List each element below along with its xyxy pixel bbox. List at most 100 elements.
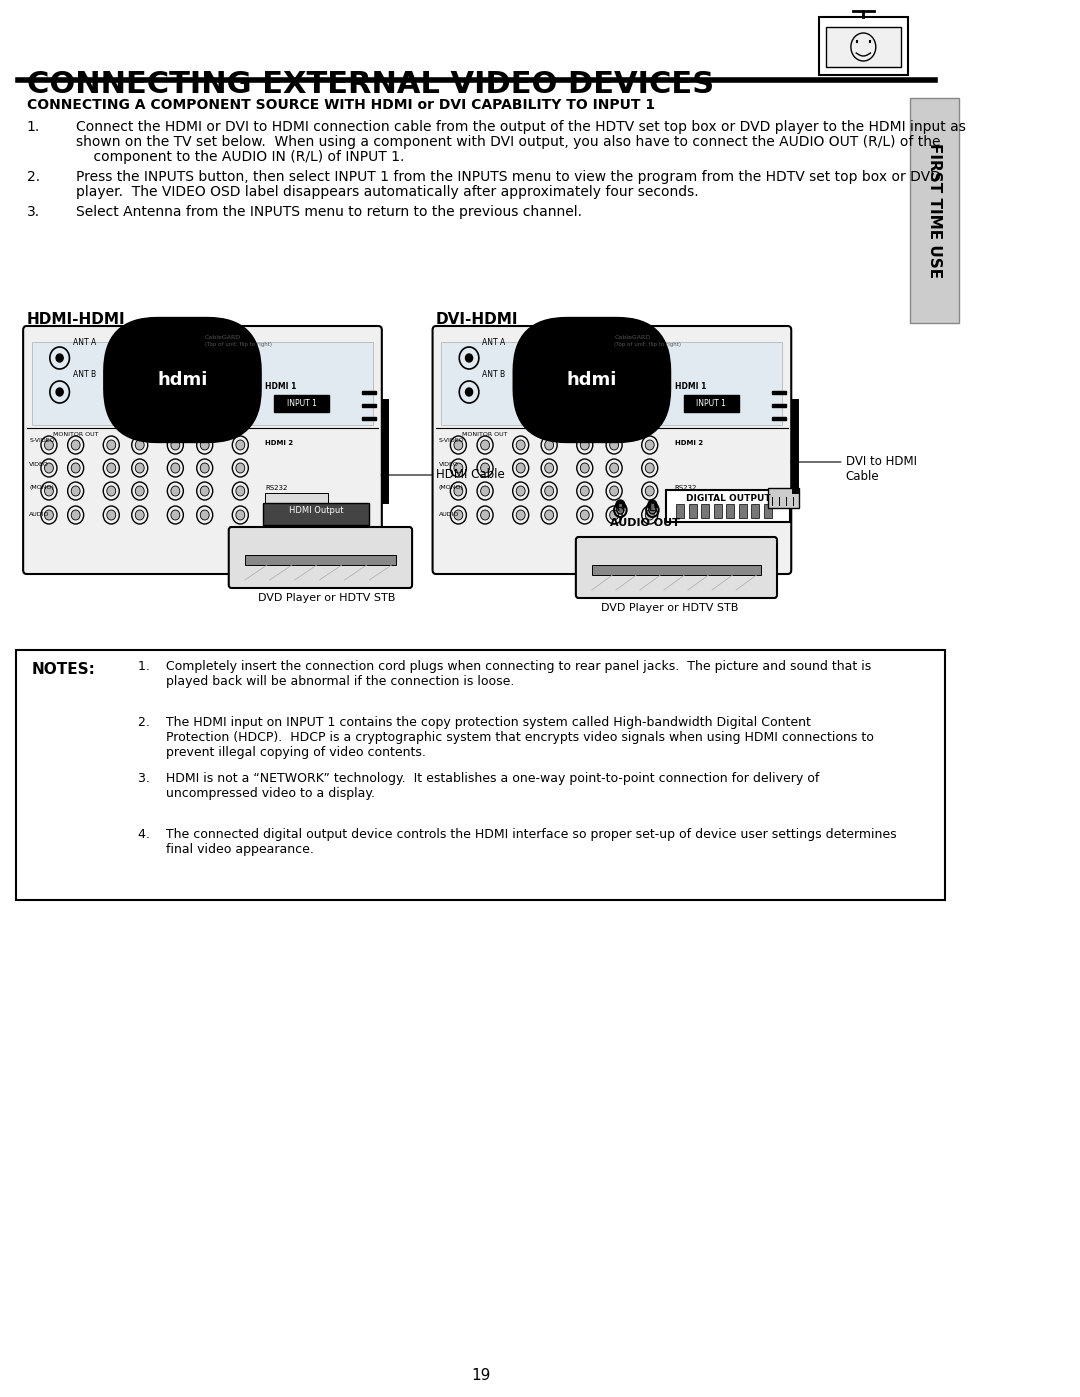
- Circle shape: [44, 440, 53, 450]
- Circle shape: [580, 510, 590, 520]
- Text: L: L: [649, 503, 656, 513]
- Text: HDMI 1: HDMI 1: [266, 381, 297, 391]
- Bar: [16, 650, 945, 900]
- Bar: [764, 504, 772, 518]
- Bar: [714, 504, 721, 518]
- Circle shape: [616, 500, 625, 510]
- Circle shape: [235, 440, 245, 450]
- Bar: [592, 564, 761, 576]
- Circle shape: [516, 462, 525, 474]
- Bar: [442, 342, 782, 425]
- Circle shape: [135, 510, 145, 520]
- Circle shape: [44, 486, 53, 496]
- Bar: [675, 493, 737, 515]
- Text: 4.    The connected digital output device controls the HDMI interface so proper : 4. The connected digital output device c…: [138, 828, 896, 841]
- Text: Connect the HDMI or DVI to HDMI connection cable from the output of the HDTV set: Connect the HDMI or DVI to HDMI connecti…: [76, 120, 966, 134]
- Text: HDMI 2: HDMI 2: [675, 440, 703, 446]
- FancyBboxPatch shape: [229, 527, 413, 588]
- Text: CableGARD: CableGARD: [205, 335, 241, 339]
- Bar: [266, 493, 327, 515]
- Text: DVI-HDMI: DVI-HDMI: [436, 312, 518, 327]
- Circle shape: [544, 462, 554, 474]
- Circle shape: [171, 440, 179, 450]
- Circle shape: [200, 510, 210, 520]
- Text: ANT B: ANT B: [483, 370, 505, 379]
- Circle shape: [649, 506, 656, 514]
- Text: shown on the TV set below.  When using a component with DVI output, you also hav: shown on the TV set below. When using a …: [76, 136, 941, 149]
- Circle shape: [171, 462, 179, 474]
- Circle shape: [481, 486, 489, 496]
- Text: HDMI Cable: HDMI Cable: [436, 468, 504, 481]
- Bar: [752, 504, 759, 518]
- Circle shape: [71, 440, 80, 450]
- Circle shape: [56, 353, 64, 362]
- Circle shape: [481, 510, 489, 520]
- Circle shape: [171, 486, 179, 496]
- Bar: [772, 404, 786, 407]
- Text: INPUT 4: INPUT 4: [537, 432, 562, 437]
- Text: AUDIO: AUDIO: [29, 511, 50, 517]
- Text: VIDEO: VIDEO: [29, 462, 50, 467]
- Bar: [684, 395, 739, 412]
- Text: Protection (HDCP).  HDCP is a cryptographic system that encrypts video signals w: Protection (HDCP). HDCP is a cryptograph…: [138, 731, 874, 745]
- Bar: [362, 391, 377, 394]
- Text: 1.    Completely insert the connection cord plugs when connecting to rear panel : 1. Completely insert the connection cord…: [138, 659, 872, 673]
- Circle shape: [135, 486, 145, 496]
- Circle shape: [71, 510, 80, 520]
- Circle shape: [610, 486, 619, 496]
- Circle shape: [200, 462, 210, 474]
- Bar: [772, 416, 786, 420]
- Text: MONITOR OUT: MONITOR OUT: [53, 432, 98, 437]
- Text: ANT A: ANT A: [483, 338, 505, 346]
- Text: HDMI 1: HDMI 1: [675, 381, 706, 391]
- Text: final video appearance.: final video appearance.: [138, 842, 314, 856]
- Circle shape: [56, 388, 64, 395]
- Circle shape: [617, 506, 624, 514]
- Bar: [772, 391, 786, 394]
- Text: (Top of unit: flip to right): (Top of unit: flip to right): [205, 342, 272, 346]
- Bar: [739, 504, 746, 518]
- Circle shape: [454, 486, 463, 496]
- Text: S-VIDEO: S-VIDEO: [29, 439, 55, 443]
- Text: INPUT 1: INPUT 1: [287, 398, 316, 408]
- Text: player.  The VIDEO OSD label disappears automatically after approximately four s: player. The VIDEO OSD label disappears a…: [76, 184, 699, 198]
- Bar: [665, 490, 791, 522]
- Circle shape: [610, 440, 619, 450]
- Text: INPUT 3: INPUT 3: [191, 432, 216, 437]
- Text: component to the AUDIO IN (R/L) of INPUT 1.: component to the AUDIO IN (R/L) of INPUT…: [76, 149, 404, 163]
- FancyBboxPatch shape: [23, 326, 382, 574]
- Circle shape: [645, 440, 654, 450]
- Circle shape: [235, 510, 245, 520]
- Circle shape: [235, 462, 245, 474]
- Text: played back will be abnormal if the connection is loose.: played back will be abnormal if the conn…: [138, 675, 514, 687]
- Circle shape: [135, 440, 145, 450]
- Circle shape: [107, 440, 116, 450]
- Bar: [726, 504, 734, 518]
- Text: CableGARD: CableGARD: [615, 335, 650, 339]
- Circle shape: [610, 462, 619, 474]
- Text: DVD Player or HDTV STB: DVD Player or HDTV STB: [258, 592, 395, 604]
- Circle shape: [44, 462, 53, 474]
- Circle shape: [200, 486, 210, 496]
- Circle shape: [71, 486, 80, 496]
- Text: INPUT 3: INPUT 3: [600, 432, 625, 437]
- Text: 3.    HDMI is not a “NETWORK” technology.  It establishes a one-way point-to-poi: 3. HDMI is not a “NETWORK” technology. I…: [138, 773, 820, 785]
- Circle shape: [544, 440, 554, 450]
- Text: Press the INPUTS button, then select INPUT 1 from the INPUTS menu to view the pr: Press the INPUTS button, then select INP…: [76, 170, 941, 184]
- Bar: [768, 488, 799, 509]
- FancyBboxPatch shape: [576, 536, 777, 598]
- Circle shape: [645, 510, 654, 520]
- Circle shape: [544, 510, 554, 520]
- Circle shape: [516, 440, 525, 450]
- Circle shape: [454, 462, 463, 474]
- Text: ANT A: ANT A: [73, 338, 96, 346]
- Bar: [909, 98, 959, 323]
- Circle shape: [648, 500, 657, 510]
- Circle shape: [580, 486, 590, 496]
- Text: DVD Player or HDTV STB: DVD Player or HDTV STB: [600, 604, 738, 613]
- Text: 3.: 3.: [27, 205, 40, 219]
- Text: prevent illegal copying of video contents.: prevent illegal copying of video content…: [138, 746, 426, 759]
- Text: 1.: 1.: [27, 120, 40, 134]
- Circle shape: [454, 440, 463, 450]
- Circle shape: [516, 486, 525, 496]
